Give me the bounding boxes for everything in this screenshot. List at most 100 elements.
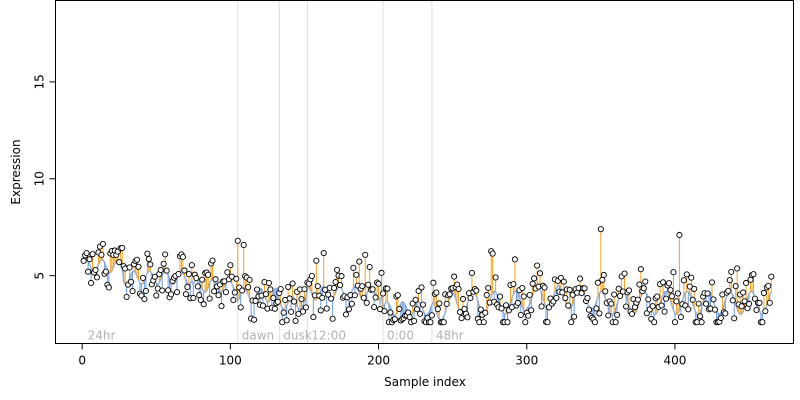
data-point	[565, 302, 572, 309]
data-point	[139, 274, 146, 281]
data-point	[608, 300, 615, 307]
data-point	[673, 298, 680, 305]
y-tick-label: 15	[33, 74, 47, 89]
segment-label: 0:00	[387, 329, 414, 343]
data-point	[323, 305, 330, 312]
data-point	[766, 299, 773, 306]
data-point	[126, 264, 133, 271]
data-point	[597, 226, 604, 233]
data-point	[93, 274, 101, 281]
data-point	[443, 300, 450, 307]
data-point	[534, 262, 541, 269]
data-point	[670, 269, 677, 276]
data-point	[743, 279, 750, 287]
data-point	[522, 319, 529, 326]
data-point	[369, 286, 376, 293]
data-point	[116, 259, 123, 266]
data-point	[667, 286, 674, 294]
data-point	[663, 295, 670, 302]
data-point	[704, 290, 711, 297]
data-point	[348, 300, 355, 307]
data-point	[412, 296, 419, 303]
segment-label: dawn	[242, 329, 274, 343]
data-point	[734, 265, 741, 272]
data-point	[362, 251, 369, 258]
data-point	[722, 310, 729, 317]
data-point	[165, 287, 172, 294]
data-point	[514, 299, 521, 306]
data-point	[683, 271, 690, 278]
data-point	[280, 309, 287, 316]
data-point	[332, 278, 339, 286]
data-point	[406, 314, 413, 321]
data-point	[215, 292, 222, 299]
data-point	[745, 300, 753, 307]
data-point	[160, 260, 167, 267]
data-point	[568, 319, 575, 326]
data-point	[267, 286, 274, 293]
data-point	[594, 279, 601, 286]
data-point	[649, 303, 656, 310]
data-point	[651, 319, 658, 326]
x-tick-label: 0	[78, 354, 86, 368]
data-point	[205, 271, 212, 278]
data-point	[334, 266, 341, 273]
data-point	[458, 315, 465, 322]
data-point	[350, 264, 357, 271]
data-point	[671, 319, 678, 326]
data-point	[756, 299, 763, 306]
data-point	[163, 267, 170, 274]
data-point	[665, 280, 673, 287]
data-point	[162, 251, 169, 258]
data-point	[182, 291, 189, 298]
data-point	[581, 285, 588, 292]
data-point	[151, 273, 158, 280]
data-point	[660, 279, 667, 286]
data-point	[365, 281, 372, 288]
data-point	[211, 288, 218, 295]
data-point	[510, 281, 517, 288]
data-point	[128, 278, 135, 285]
data-point	[708, 279, 716, 286]
data-point	[123, 293, 130, 300]
data-point	[676, 231, 683, 239]
data-point	[498, 305, 505, 312]
data-point	[473, 287, 480, 294]
data-point	[301, 286, 308, 293]
data-point	[329, 315, 336, 322]
data-point	[622, 303, 630, 310]
data-point	[691, 285, 698, 292]
data-point	[517, 311, 524, 318]
data-point	[614, 311, 621, 318]
data-point	[224, 269, 231, 276]
data-point	[585, 306, 593, 313]
data-point	[351, 292, 358, 299]
data-point	[685, 306, 692, 313]
data-point	[251, 316, 258, 323]
data-point	[615, 285, 622, 292]
data-point	[640, 285, 647, 292]
data-point	[190, 294, 197, 302]
data-point	[617, 292, 624, 299]
data-point	[596, 310, 603, 317]
segment-label: 24hr	[88, 329, 116, 343]
data-point	[768, 273, 775, 280]
data-point	[325, 291, 332, 298]
data-point	[360, 294, 367, 301]
y-axis-title: Expression	[9, 139, 23, 204]
data-point	[677, 314, 684, 321]
data-point	[433, 289, 440, 296]
data-point	[411, 317, 418, 325]
data-point	[378, 269, 385, 276]
data-point	[142, 287, 149, 295]
data-point	[102, 268, 109, 275]
data-point	[209, 257, 216, 264]
data-point	[732, 283, 739, 290]
data-point	[483, 291, 490, 299]
data-point	[299, 308, 307, 315]
data-point	[537, 270, 544, 277]
data-point	[605, 312, 612, 319]
data-point	[674, 290, 681, 297]
data-point	[319, 294, 326, 301]
data-point	[144, 250, 151, 257]
